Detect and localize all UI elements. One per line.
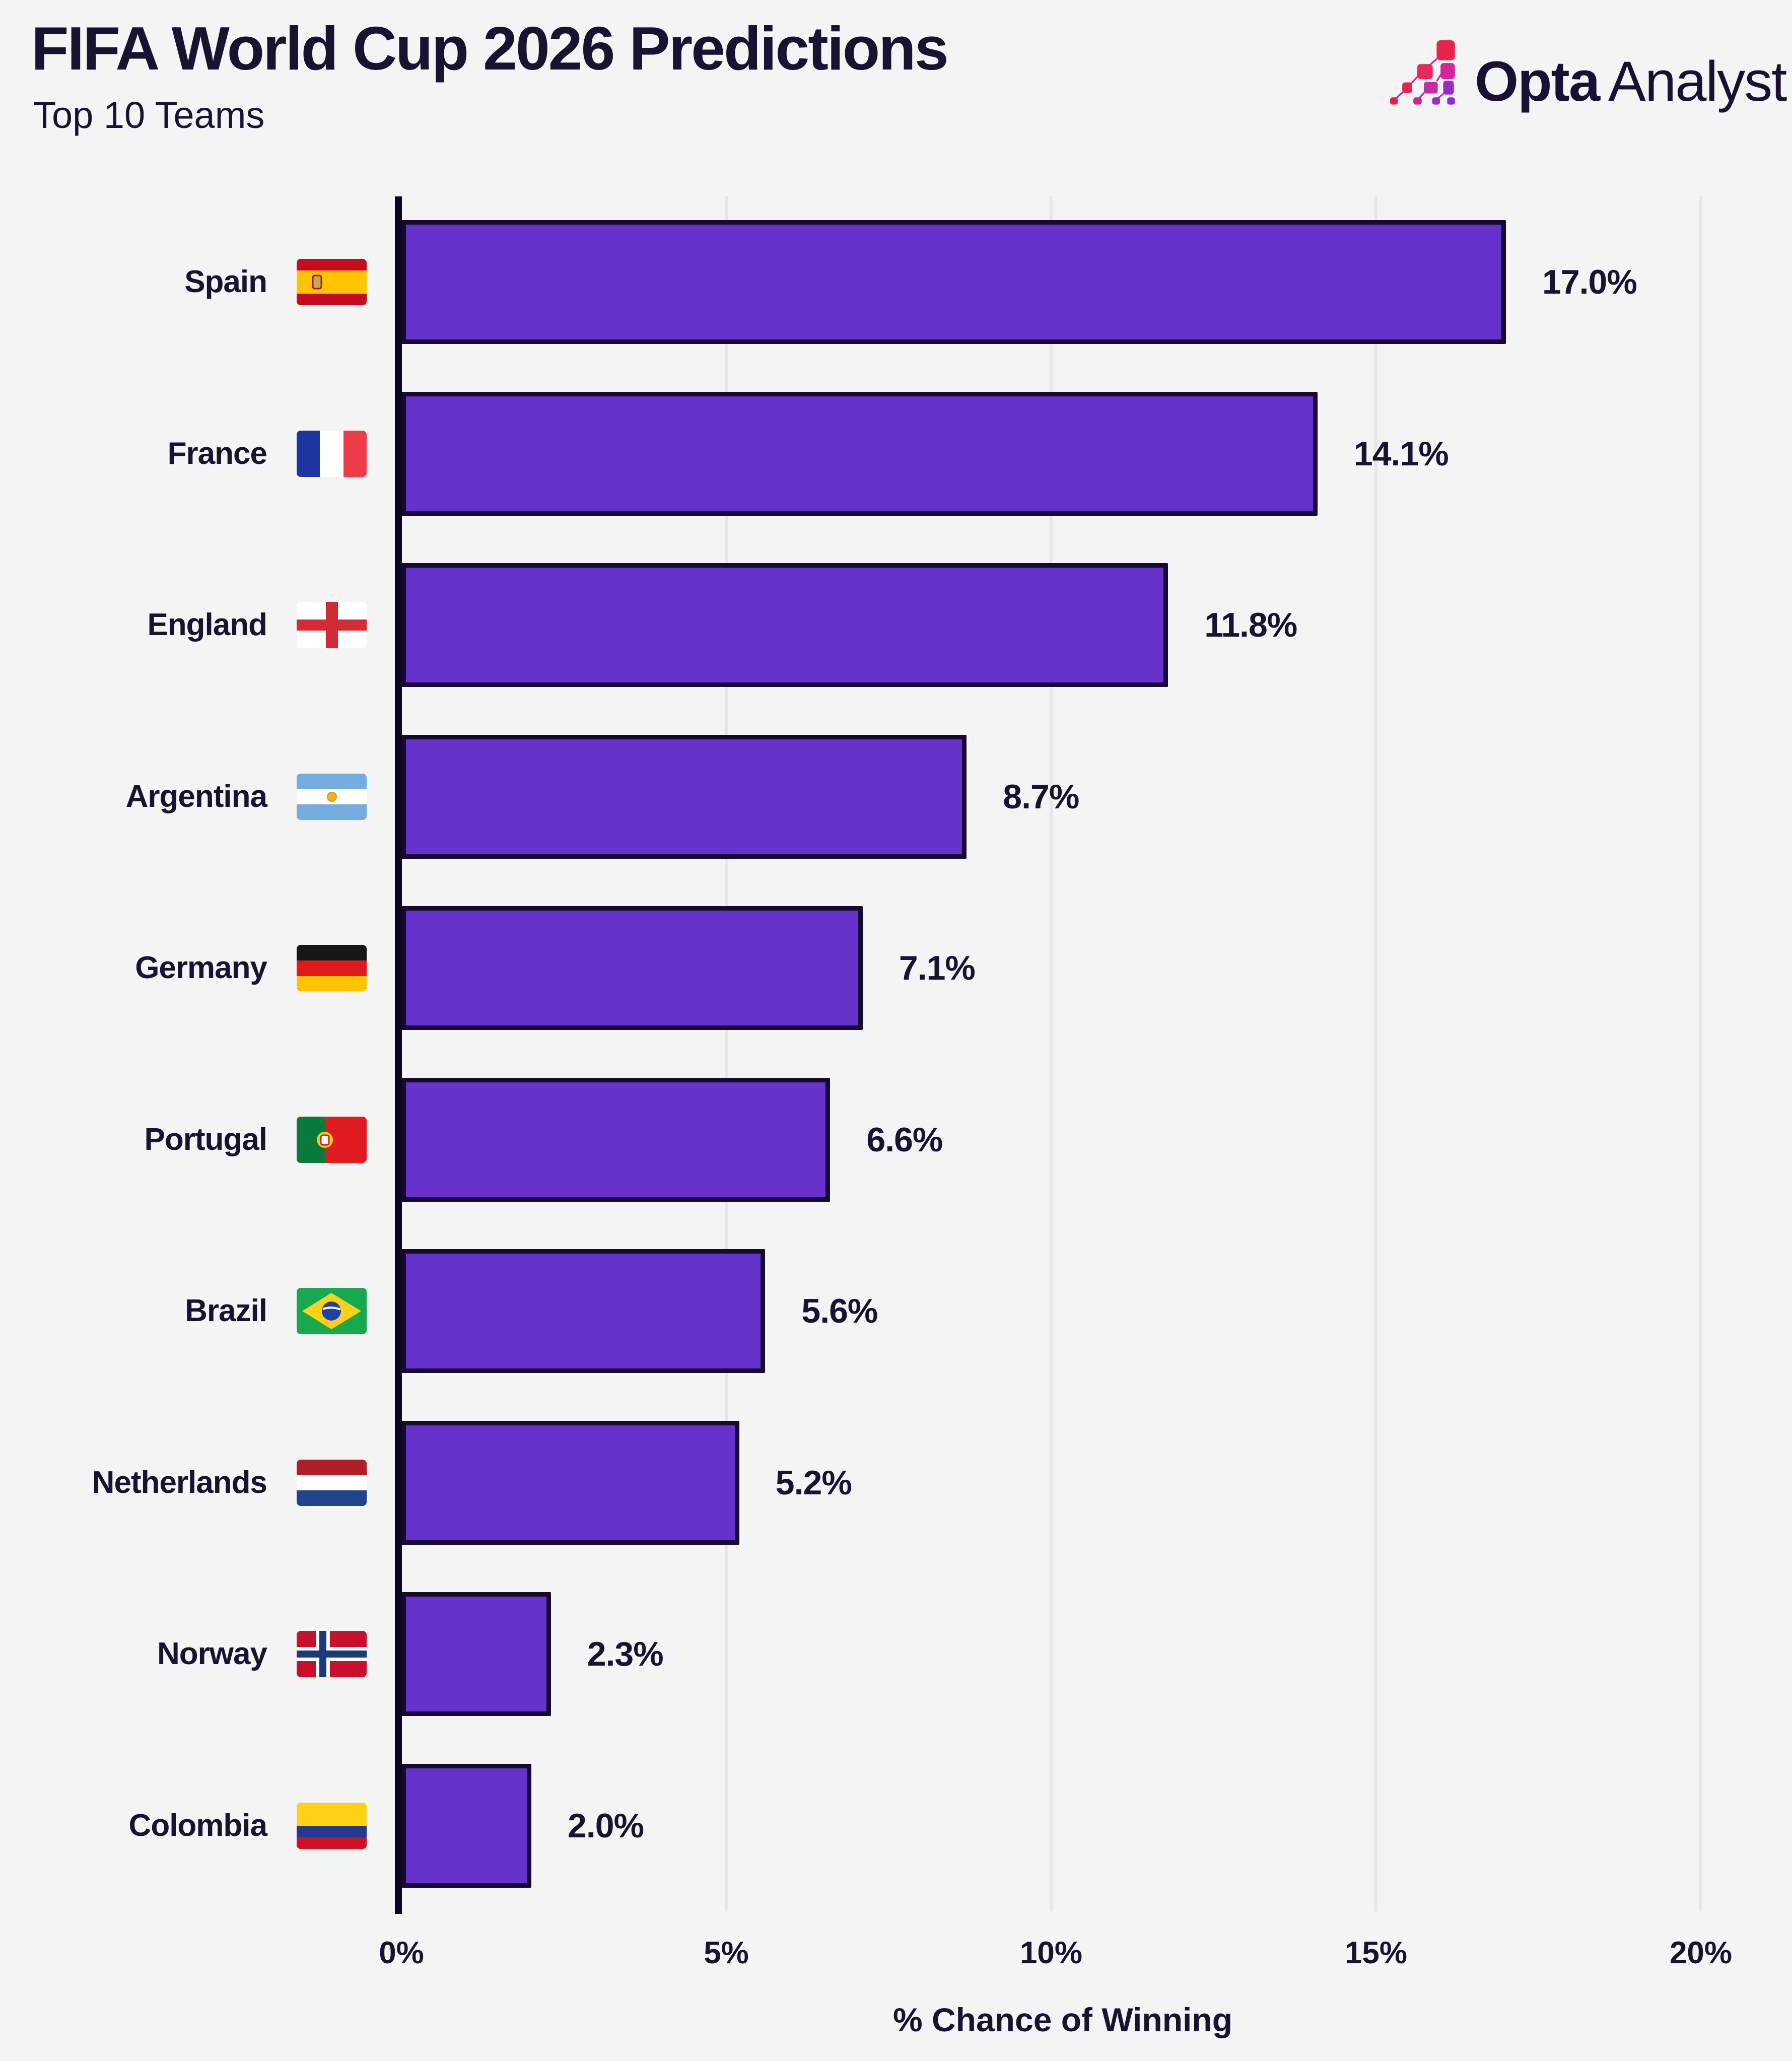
x-axis-label: % Chance of Winning [892, 2001, 1233, 2038]
page-subtitle: Top 10 Teams [33, 94, 265, 136]
team-label-portugal: Portugal [144, 1122, 267, 1157]
team-label-brazil: Brazil [185, 1293, 267, 1329]
bar-germany [401, 906, 863, 1030]
value-label-argentina: 8.7% [1003, 777, 1079, 816]
y-axis-line [395, 196, 402, 1914]
bar-france [401, 391, 1318, 516]
gridline-10pct [1050, 196, 1053, 1911]
opta-analyst-wordmark: Opta Analyst [1475, 50, 1787, 113]
analyst-wordmark: Analyst [1608, 50, 1787, 113]
team-label-colombia: Colombia [128, 1808, 267, 1843]
value-label-norway: 2.3% [587, 1635, 664, 1674]
value-label-spain: 17.0% [1542, 263, 1637, 302]
x-tick-20pct: 20% [1669, 1936, 1733, 1970]
bar-spain [401, 220, 1506, 345]
bar-england [401, 563, 1168, 688]
gridline-20pct [1699, 196, 1702, 1911]
flag-portugal-icon [297, 1116, 367, 1163]
flag-france-icon [297, 430, 367, 477]
x-tick-0pct: 0% [379, 1936, 424, 1970]
flag-germany-icon [297, 945, 367, 992]
flag-spain-icon [297, 259, 367, 306]
x-tick-15pct: 15% [1344, 1936, 1408, 1970]
value-label-portugal: 6.6% [866, 1120, 943, 1159]
x-tick-10pct: 10% [1019, 1936, 1083, 1970]
flag-england-icon [297, 602, 367, 649]
team-label-england: England [147, 607, 267, 643]
team-label-norway: Norway [157, 1636, 267, 1672]
opta-wordmark: Opta [1475, 50, 1600, 113]
value-label-france: 14.1% [1353, 434, 1449, 473]
bar-argentina [401, 734, 967, 859]
team-label-argentina: Argentina [125, 779, 267, 814]
bar-norway [401, 1592, 551, 1716]
team-label-spain: Spain [184, 264, 267, 300]
opta-analyst-logo: Opta Analyst [1390, 40, 1787, 113]
bar-portugal [401, 1077, 830, 1202]
value-label-england: 11.8% [1204, 606, 1297, 645]
value-label-colombia: 2.0% [568, 1806, 644, 1845]
value-label-germany: 7.1% [899, 949, 976, 988]
flag-norway-icon [297, 1631, 367, 1678]
opta-logo-mark-icon [1390, 40, 1455, 105]
bar-netherlands [401, 1420, 739, 1545]
page-title: FIFA World Cup 2026 Predictions [31, 14, 949, 83]
flag-argentina-icon [297, 773, 367, 820]
team-label-france: France [167, 436, 267, 471]
team-label-germany: Germany [135, 950, 267, 986]
gridline-5pct [725, 196, 728, 1911]
bar-brazil [401, 1249, 765, 1373]
flag-brazil-icon [297, 1288, 367, 1335]
flag-colombia-icon [297, 1802, 367, 1849]
flag-netherlands-icon [297, 1459, 367, 1506]
gridline-15pct [1374, 196, 1377, 1911]
team-label-netherlands: Netherlands [92, 1465, 267, 1500]
bar-colombia [401, 1763, 531, 1888]
x-tick-5pct: 5% [704, 1936, 749, 1970]
value-label-netherlands: 5.2% [775, 1463, 852, 1502]
value-label-brazil: 5.6% [801, 1292, 878, 1331]
